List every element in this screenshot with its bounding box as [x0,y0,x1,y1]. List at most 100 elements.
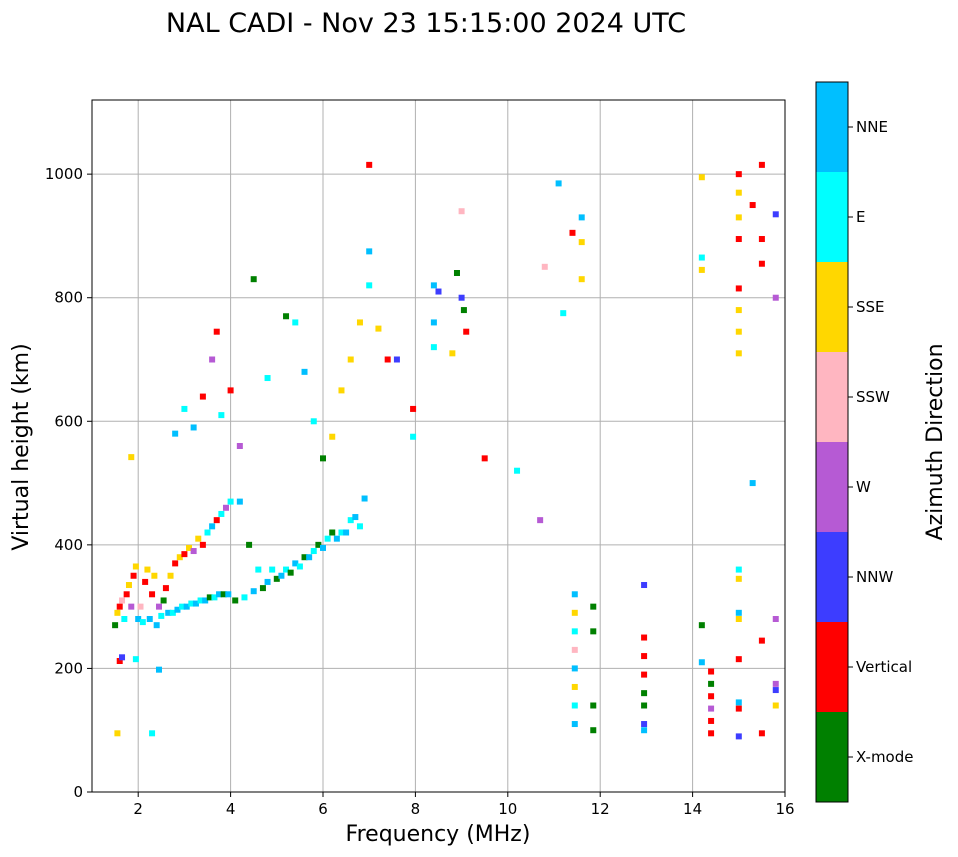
data-point [772,687,779,694]
data-point [578,276,585,283]
data-point [227,498,234,505]
data-point [174,606,181,613]
data-point [708,693,715,700]
colorbar-segment [816,262,848,352]
data-point [347,517,354,524]
data-point [758,161,765,168]
data-point [569,229,576,236]
y-tick-label: 800 [54,289,83,307]
data-point [590,702,597,709]
x-tick-label: 10 [498,800,517,818]
data-point [366,161,373,168]
data-point [183,603,190,610]
data-point [641,727,648,734]
data-point [320,455,326,462]
data-point [338,529,345,536]
data-point [236,498,243,505]
data-point [119,654,126,661]
data-point [698,266,705,273]
data-point [410,405,417,412]
data-point [186,544,193,551]
data-point [735,307,742,314]
y-axis-ticks: 0 200 400 600 800 1000 [45,165,92,801]
data-point [155,603,162,610]
colorbar: X-mode Vertical NNW W SSW SSE E NNE [815,81,913,803]
data-point [352,514,359,521]
colorbar-category-label: W [856,478,871,496]
colorbar-category-label: X-mode [856,748,913,766]
data-point [202,597,209,604]
x-tick-label: 8 [411,800,421,818]
data-point [708,717,715,724]
data-point [165,609,172,616]
data-point [772,211,779,218]
data-point [708,680,715,687]
y-tick-label: 0 [73,783,83,801]
data-point [329,433,336,440]
x-tick-label: 12 [591,800,610,818]
data-point [128,603,135,610]
colorbar-category-label: NNE [856,118,888,136]
data-point [123,591,130,598]
data-point [301,368,308,375]
data-point [137,603,144,610]
data-point [153,622,160,629]
data-point [749,202,756,209]
data-point [158,612,165,619]
data-point [135,616,142,622]
data-point [292,319,299,326]
data-point [641,653,648,660]
data-point [571,628,578,635]
data-point [453,270,460,276]
y-tick-label: 200 [54,659,83,677]
grid [92,100,786,793]
data-point [772,702,779,709]
data-point [283,313,290,320]
data-point [160,597,167,604]
data-point [181,405,188,412]
colorbar-category-label: SSE [856,298,885,316]
data-point [430,319,437,326]
data-point [130,572,137,579]
data-point [735,656,742,663]
data-point [283,566,290,573]
data-point [708,668,715,675]
data-point [435,288,442,295]
data-point [190,548,197,555]
colorbar-segment [816,172,848,262]
data-point [176,554,183,561]
data-point [114,730,121,737]
data-point [206,594,213,601]
data-point [356,523,363,530]
data-point [641,690,648,697]
data-point [121,616,128,622]
data-point [222,504,229,511]
data-point [329,529,336,536]
colorbar-frame [815,81,849,803]
data-point [571,646,578,653]
data-point [758,260,765,267]
colorbar-category-label: E [856,208,865,226]
data-point [119,597,126,604]
data-point [537,517,544,524]
data-point [708,730,715,737]
data-point [698,622,705,629]
data-point [735,733,742,740]
data-point [296,563,303,570]
data-point [151,572,158,579]
data-point [758,236,765,243]
x-tick-label: 14 [683,800,702,818]
data-point [571,591,578,598]
data-point [758,730,765,737]
data-point [310,548,317,555]
data-point [338,387,345,394]
data-point [241,594,248,601]
data-point [199,393,206,400]
data-point [292,560,299,567]
data-point [216,591,223,598]
data-point [181,551,188,558]
data-point [458,294,465,301]
data-point [250,276,257,283]
colorbar-category-label: SSW [856,388,890,406]
